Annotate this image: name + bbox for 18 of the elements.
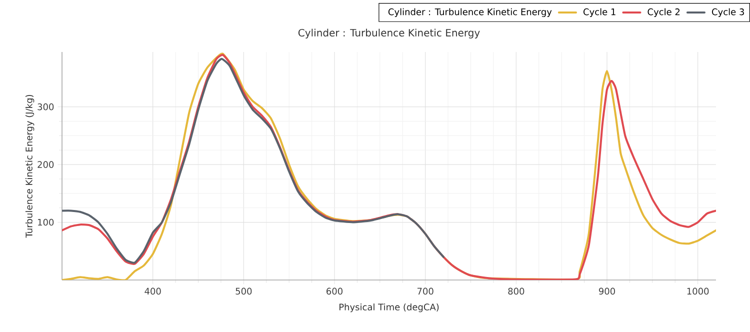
- x-axis-title: Physical Time (degCA): [339, 303, 439, 312]
- chart-title: Cylinder : Turbulence Kinetic Energy: [298, 28, 480, 38]
- x-tick-label: 500: [236, 288, 252, 295]
- y-tick-label: 100: [38, 218, 54, 226]
- line-series: [62, 58, 444, 264]
- x-tick-label: 1000: [687, 288, 709, 295]
- y-tick-label: 300: [38, 103, 54, 110]
- x-tick-label: 400: [144, 288, 161, 295]
- legend-label: Cycle 1: [584, 8, 616, 17]
- legend-label: Cycle 2: [648, 8, 680, 17]
- x-tick-label: 900: [598, 288, 615, 295]
- x-tick-label: 700: [417, 288, 434, 295]
- x-tick-label: 600: [326, 288, 342, 295]
- legend-title: Cylinder : Turbulence Kinetic Energy: [388, 8, 552, 17]
- y-tick-label: 200: [38, 161, 54, 168]
- legend-label: Cycle 3: [712, 8, 744, 17]
- y-axis-title: Turbulence Kinetic Energy (J/kg): [25, 94, 34, 238]
- x-tick-label: 800: [508, 288, 524, 295]
